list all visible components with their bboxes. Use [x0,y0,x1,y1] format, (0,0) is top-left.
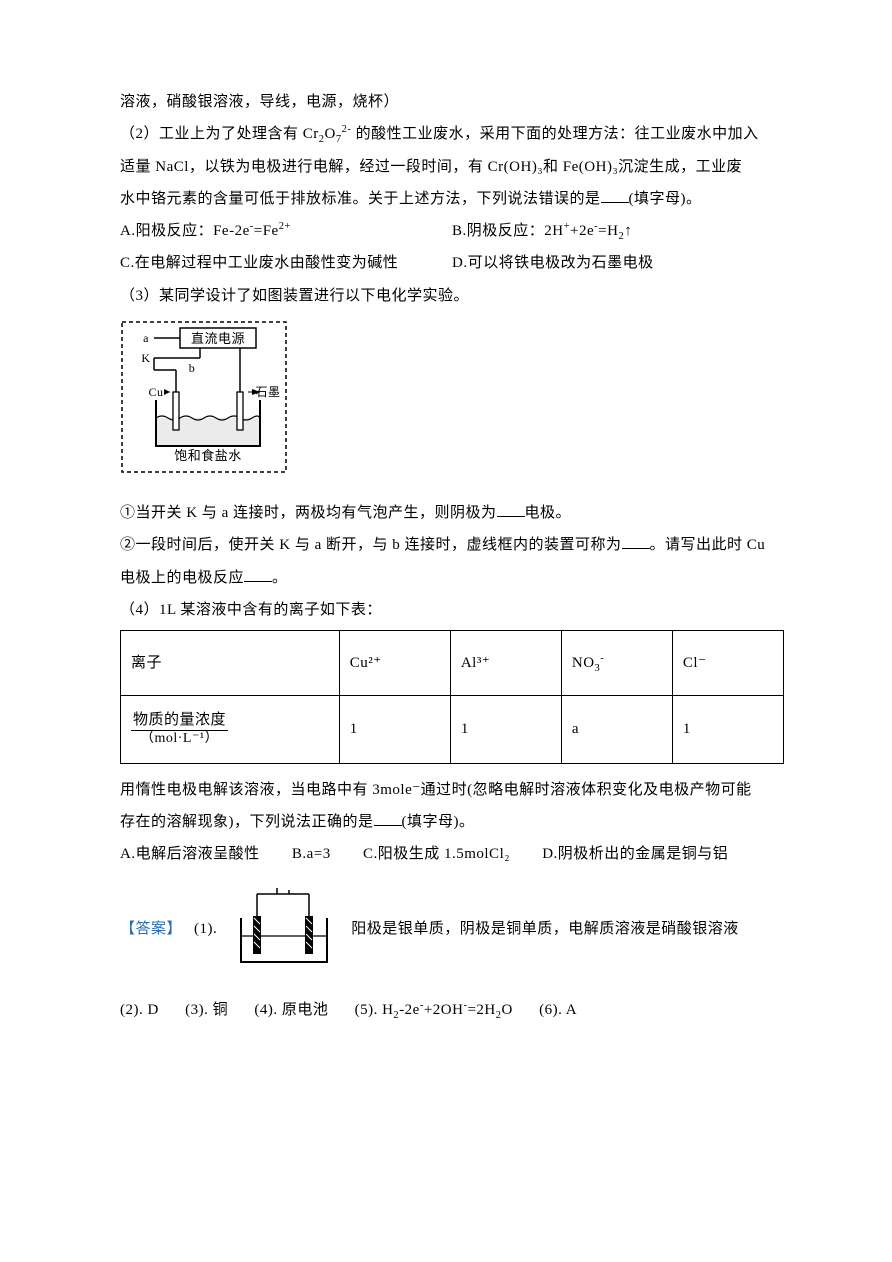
q3-sub1: ①当开关 K 与 a 连接时，两极均有气泡产生，则阴极为 电极。 [120,497,784,529]
p5-b: -2e [399,1002,420,1018]
ans-p2: (2). D [120,994,159,1026]
q2-sub-b: 7 [336,134,342,145]
q4-tail2a: 存在的溶解现象)，下列说法正确的是 [120,814,374,830]
node-a: a [143,331,149,345]
answer-row1: 【答案】 (1). 阳极是银单质，阴极是铜单质，电解质溶液是硝酸银溶液 [120,888,784,970]
table-row: 离子 Cu²⁺ Al³⁺ NO3- Cl⁻ [121,631,784,696]
q3-s2c: 电极上的电极反应 [120,570,244,586]
q2-opt-d: D.可以将铁电极改为石墨电极 [452,247,784,279]
q2-text-b: O [325,126,336,142]
th-ion: 离子 [121,631,340,696]
ans-p6: (6). A [539,994,577,1026]
ans-p4: (4). 原电池 [254,994,328,1026]
electrolysis-diagram-icon: 直流电源 a K b Cu 石墨 饱和食盐水 [120,320,290,475]
q2-text-c: 的酸性工业废水，采用下面的处理方法：往工业废水中加入 [351,126,758,142]
td-no3: a [561,696,672,763]
q2-opt-a: A.阳极反应：Fe-2e-=Fe2+ [120,215,452,247]
q3-blank1[interactable] [497,501,525,517]
q2-options-row2: C.在电解过程中工业废水由酸性变为碱性 D.可以将铁电极改为石墨电极 [120,247,784,279]
node-k: K [141,351,150,365]
page-root: 溶液，硝酸银溶液，导线，电源，烧杯） （2）工业上为了处理含有 Cr2O72- … [0,0,892,1262]
q3-lead: （3）某同学设计了如图装置进行以下电化学实验。 [120,280,784,312]
q2-opt-a-1: A.阳极反应：Fe-2e [120,223,250,239]
q3-sub2b: 电极上的电极反应 。 [120,562,784,594]
p5-e: O [501,1002,512,1018]
q2-opt-b-4: ↑ [624,223,632,239]
q4-lead: （4）1L 某溶液中含有的离子如下表： [120,594,784,626]
answer-diagram-icon [229,888,339,970]
table-row: 物质的量浓度 （mol·L⁻¹） 1 1 a 1 [121,696,784,763]
q3-blank2[interactable] [622,533,650,549]
q3-s2d: 。 [272,570,288,586]
q3-s2b: 。请写出此时 Cu [650,537,766,553]
q2-opt-c: C.在电解过程中工业废水由酸性变为碱性 [120,247,452,279]
ans-text1: 阳极是银单质，阴极是铜单质，电解质溶液是硝酸银溶液 [351,913,739,945]
q2-line3: 水中铬元素的含量可低于排放标准。关于上述方法，下列说法错误的是 (填字母)。 [120,183,784,215]
q2-line3a: 水中铬元素的含量可低于排放标准。关于上述方法，下列说法错误的是 [120,191,601,207]
q2-sup-b: 2- [342,124,352,135]
q2-line3b: (填字母)。 [629,191,702,207]
electrode-cu: Cu [148,385,163,399]
q2-text-a: （2）工业上为了处理含有 Cr [120,126,319,142]
dc-label: 直流电源 [191,331,245,346]
ans-p1: (1). [194,913,217,945]
q2-blank[interactable] [601,187,629,203]
no3-sup: - [600,653,604,664]
node-b: b [189,361,196,375]
conc-den: （mol·L⁻¹） [131,731,228,747]
conc-num: 物质的量浓度 [131,712,228,730]
answer-label: 【答案】 [120,913,182,945]
q4-opt-b: B.a=3 [292,838,331,870]
solution-label: 饱和食盐水 [174,448,242,463]
th-no3: NO3- [561,631,672,696]
q3-s1b: 电极。 [525,505,572,521]
p5-d: =2H [467,1002,495,1018]
q4-blank[interactable] [374,810,402,826]
p5-a: (5). H [355,1002,394,1018]
q3-blank3[interactable] [244,566,272,582]
p5-c: +2OH [424,1002,464,1018]
conc-frac: 物质的量浓度 （mol·L⁻¹） [131,712,228,746]
q3-diagram: 直流电源 a K b Cu 石墨 饱和食盐水 [120,320,784,487]
q2-opt-b-3: =H [598,223,618,239]
q4-tail2: 存在的溶解现象)，下列说法正确的是 (填字母)。 [120,806,784,838]
q2-opt-b-2: +2e [570,223,594,239]
answer-row2: (2). D (3). 铜 (4). 原电池 (5). H2-2e-+2OH-=… [120,994,784,1026]
q2-opt-a-2: =Fe [254,223,279,239]
th-cu: Cu²⁺ [339,631,450,696]
td-al: 1 [450,696,561,763]
q4-opt-c: C.阳极生成 1.5molCl₂ [363,838,510,870]
td-cu: 1 [339,696,450,763]
ion-table: 离子 Cu²⁺ Al³⁺ NO3- Cl⁻ 物质的量浓度 （mol·L⁻¹） 1… [120,630,784,764]
q4-tail1: 用惰性电极电解该溶液，当电路中有 3mole⁻通过时(忽略电解时溶液体积变化及电… [120,774,784,806]
q3-s1a: ①当开关 K 与 a 连接时，两极均有气泡产生，则阴极为 [120,505,497,521]
intro-line: 溶液，硝酸银溶液，导线，电源，烧杯） [120,86,784,118]
q2-opt-b-1: B.阴极反应：2H [452,223,564,239]
q4-options: A.电解后溶液呈酸性 B.a=3 C.阳极生成 1.5molCl₂ D.阴极析出… [120,838,784,870]
td-conc-label: 物质的量浓度 （mol·L⁻¹） [121,696,340,763]
no3-sub: 3 [595,663,601,674]
q4-opt-a: A.电解后溶液呈酸性 [120,838,260,870]
q2-line1: （2）工业上为了处理含有 Cr2O72- 的酸性工业废水，采用下面的处理方法：往… [120,118,784,150]
q4-tail2b: (填字母)。 [402,814,475,830]
q4-opt-d: D.阴极析出的金属是铜与铝 [542,838,728,870]
td-cl: 1 [672,696,783,763]
q2-options-row1: A.阳极反应：Fe-2e-=Fe2+ B.阴极反应：2H++2e-=H2↑ [120,215,784,247]
th-cl: Cl⁻ [672,631,783,696]
q2-opt-b: B.阴极反应：2H++2e-=H2↑ [452,215,784,247]
th-al: Al³⁺ [450,631,561,696]
ans-p3: (3). 铜 [185,994,228,1026]
no3-a: NO [572,655,595,671]
q2-line2: 适量 NaCl，以铁为电极进行电解，经过一段时间，有 Cr(OH)₃和 Fe(O… [120,151,784,183]
ans-p5: (5). H2-2e-+2OH-=2H2O [355,994,513,1026]
q3-sub2a: ②一段时间后，使开关 K 与 a 断开，与 b 连接时，虚线框内的装置可称为 。请… [120,529,784,561]
q2-opt-a-sup2: 2+ [279,221,291,232]
q3-s2a: ②一段时间后，使开关 K 与 a 断开，与 b 连接时，虚线框内的装置可称为 [120,537,622,553]
